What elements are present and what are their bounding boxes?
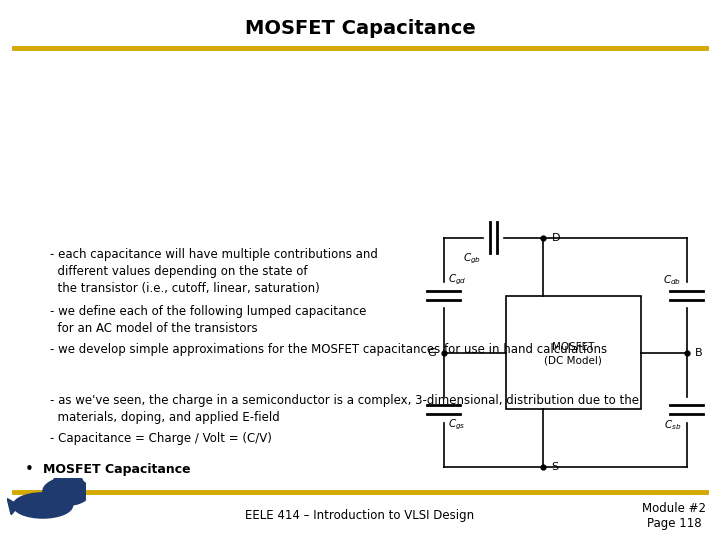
Text: EELE 414 – Introduction to VLSI Design: EELE 414 – Introduction to VLSI Design [246, 510, 474, 523]
Text: - Capacitance = Charge / Volt = (C/V): - Capacitance = Charge / Volt = (C/V) [50, 432, 272, 445]
Text: - we develop simple approximations for the MOSFET capacitances for use in hand c: - we develop simple approximations for t… [50, 343, 608, 356]
Text: D: D [552, 233, 560, 243]
Ellipse shape [13, 493, 73, 518]
Text: •: • [25, 462, 34, 477]
Text: MOSFET Capacitance: MOSFET Capacitance [43, 463, 191, 476]
Polygon shape [7, 498, 19, 515]
Text: MOSFET Capacitance: MOSFET Capacitance [245, 18, 475, 37]
Text: - we define each of the following lumped capacitance
  for an AC model of the tr: - we define each of the following lumped… [50, 305, 366, 335]
Polygon shape [71, 476, 85, 485]
Polygon shape [50, 476, 66, 485]
Bar [505, 296, 641, 409]
Text: $C_{gd}$: $C_{gd}$ [449, 273, 467, 287]
Text: $C_{gs}$: $C_{gs}$ [449, 418, 466, 433]
Text: S: S [552, 462, 559, 472]
Text: $C_{db}$: $C_{db}$ [663, 273, 682, 287]
Text: $C_{sb}$: $C_{sb}$ [665, 418, 682, 431]
Text: (DC Model): (DC Model) [544, 355, 602, 366]
Circle shape [43, 478, 90, 505]
Text: - as we've seen, the charge in a semiconductor is a complex, 3-dimensional, dist: - as we've seen, the charge in a semicon… [50, 394, 639, 424]
Text: Module #2
Page 118: Module #2 Page 118 [642, 502, 706, 530]
Text: B: B [695, 348, 702, 357]
Text: G: G [427, 348, 436, 357]
Text: MOSFET: MOSFET [552, 341, 594, 352]
Text: - each capacitance will have multiple contributions and
  different values depen: - each capacitance will have multiple co… [50, 248, 378, 295]
Text: $C_{gb}$: $C_{gb}$ [464, 252, 482, 266]
